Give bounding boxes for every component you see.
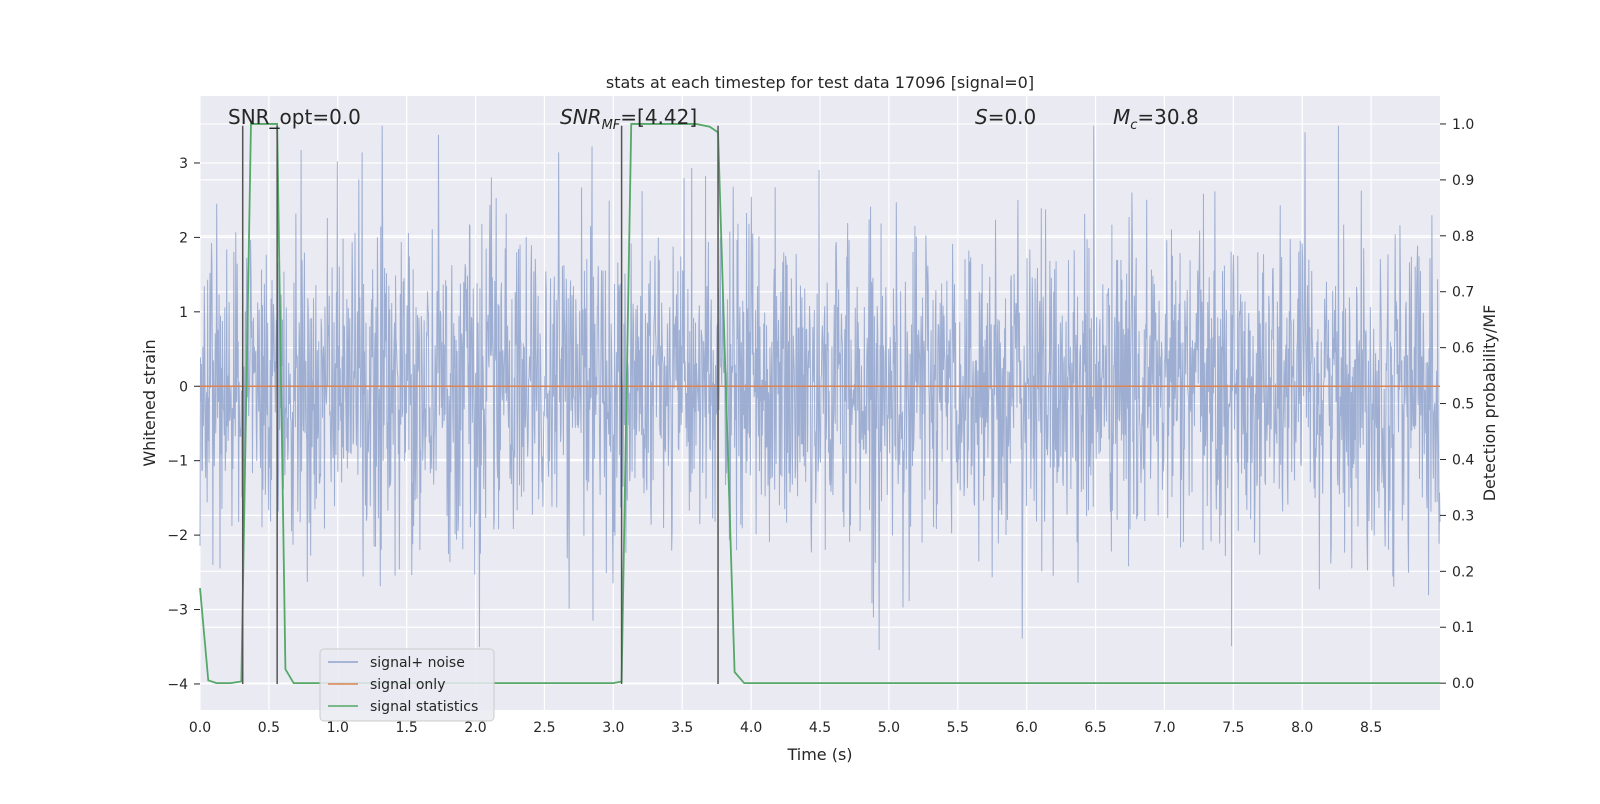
mc-main: M (1113, 105, 1130, 129)
x-tick-label: 0.0 (189, 720, 211, 736)
y2-tick-label: 0.0 (1452, 676, 1474, 692)
x-axis-label: Time (s) (786, 745, 852, 764)
y2-tick-label: 0.8 (1452, 229, 1474, 245)
x-tick-label: 3.5 (671, 720, 693, 736)
y2-tick-label: 0.6 (1452, 341, 1474, 357)
x-tick-label: 1.0 (327, 720, 349, 736)
x-tick-label: 4.5 (809, 720, 831, 736)
y-axis-label: Whitened strain (140, 339, 159, 466)
x-tick-label: 7.0 (1153, 720, 1175, 736)
noise-series (199, 125, 1441, 650)
noise-series-line (199, 125, 1441, 650)
y2-tick-label: 0.7 (1452, 285, 1474, 301)
y2-axis-label: Detection probability/MF (1480, 305, 1499, 502)
x-tick-label: 2.5 (533, 720, 555, 736)
tick-labels: 0.0 0.5 1.0 1.5 2.0 2.5 3.0 3.5 4.0 4.5 5.0 5.5 6.0 6… (167, 117, 1474, 736)
x-tick-label: 6.0 (1016, 720, 1038, 736)
y-tick-label: −4 (167, 677, 188, 693)
legend-box (319, 648, 495, 722)
series-layer (199, 123, 1440, 685)
y2-tick-label: 0.5 (1452, 397, 1474, 413)
x-tick-label: 4.0 (740, 720, 762, 736)
y2-tick-label: 1.0 (1452, 117, 1474, 133)
y-tick-label: 1 (179, 305, 188, 321)
snr-mf-value: =[4.42] (620, 105, 697, 129)
annotation-snr-opt: SNR_opt=0.0 (228, 105, 361, 129)
y2-tick-label: 0.4 (1452, 452, 1474, 468)
x-tick-label: 5.5 (947, 720, 969, 736)
y-tick-label: −2 (167, 528, 188, 544)
x-tick-label: 8.5 (1360, 720, 1382, 736)
snr-mf-sub: MF (602, 118, 621, 133)
y-tick-label: 2 (179, 230, 188, 246)
y2-tick-label: 0.9 (1452, 173, 1474, 189)
vertical-markers (241, 125, 719, 684)
legend: signal+ noise signal only signal statist… (319, 648, 495, 722)
x-tick-label: 5.0 (878, 720, 900, 736)
mc-sub: c (1130, 118, 1137, 133)
x-tick-label: 8.0 (1291, 720, 1313, 736)
s-value: =0.0 (988, 105, 1037, 129)
y2-tick-label: 0.3 (1452, 508, 1474, 524)
snr-mf-main: SNR (560, 105, 602, 129)
x-tick-label: 3.0 (602, 720, 624, 736)
mc-value: =30.8 (1137, 105, 1198, 129)
annotation-s: S=0.0 (975, 105, 1036, 129)
y-tick-label: −1 (167, 454, 188, 470)
y-tick-label: 3 (179, 156, 188, 172)
chart-title: stats at each timestep for test data 170… (606, 73, 1034, 92)
y-tick-label: −3 (167, 603, 188, 619)
annotation-mc: Mc=30.8 (1113, 105, 1199, 133)
x-tick-label: 0.5 (258, 720, 280, 736)
annotation-snr-mf: SNRMF=[4.42] (560, 105, 697, 133)
s-italic: S (975, 105, 988, 129)
x-tick-label: 7.5 (1222, 720, 1244, 736)
y-tick-label: 0 (179, 379, 188, 395)
x-tick-label: 1.5 (396, 720, 418, 736)
y2-tick-label: 0.2 (1452, 564, 1474, 580)
legend-label-noise: signal+ noise (370, 655, 465, 671)
legend-label-signal: signal only (370, 677, 445, 693)
legend-label-stats: signal statistics (370, 699, 478, 715)
x-tick-label: 6.5 (1084, 720, 1106, 736)
y2-tick-label: 0.1 (1452, 620, 1474, 636)
signal-statistics-line (199, 123, 1440, 685)
x-tick-label: 2.0 (464, 720, 486, 736)
